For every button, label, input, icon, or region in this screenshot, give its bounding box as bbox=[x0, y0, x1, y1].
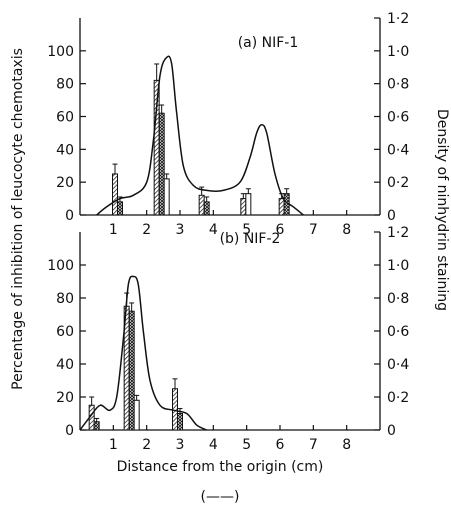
legend-line-symbol: (——) bbox=[201, 489, 240, 505]
right-tick-label: 0·8 bbox=[387, 291, 409, 307]
x-tick-label: 7 bbox=[309, 437, 318, 453]
panel-title: (b) NIF-2 bbox=[220, 231, 281, 247]
density-curve bbox=[96, 55, 304, 216]
right-tick-label: 0·2 bbox=[387, 175, 409, 191]
right-tick-label: 0·2 bbox=[387, 390, 409, 406]
bar bbox=[203, 201, 210, 216]
x-tick-label: 5 bbox=[242, 222, 251, 238]
x-tick-label: 5 bbox=[242, 437, 251, 453]
bar bbox=[163, 178, 170, 216]
left-tick-label: 80 bbox=[56, 291, 74, 307]
x-tick-label: 4 bbox=[209, 222, 218, 238]
left-tick-label: 80 bbox=[56, 77, 74, 93]
right-tick-label: 0·8 bbox=[387, 77, 409, 93]
left-tick-label: 20 bbox=[56, 390, 74, 406]
x-tick-label: 8 bbox=[342, 222, 351, 238]
x-tick-label: 1 bbox=[109, 222, 118, 238]
x-tick-label: 3 bbox=[176, 437, 185, 453]
right-tick-label: 1·0 bbox=[387, 44, 409, 60]
left-tick-label: 40 bbox=[56, 357, 74, 373]
panel-b: 0 20 40 60 80 100 0 0·2 0·4 0·6 0·8 1·0 1·2 1 2 3 4 5 6 7 8 (… bbox=[47, 225, 409, 453]
x-tick-label: 3 bbox=[176, 222, 185, 238]
x-axis-label: Distance from the origin (cm) bbox=[117, 459, 324, 475]
bar bbox=[278, 198, 285, 216]
right-tick-label: 0·6 bbox=[387, 324, 409, 340]
right-tick-label: 1·0 bbox=[387, 258, 409, 274]
bar bbox=[117, 201, 123, 216]
left-tick-label: 60 bbox=[56, 324, 74, 340]
x-tick-label: 6 bbox=[276, 437, 285, 453]
bar bbox=[93, 421, 100, 431]
right-axis-label: Density of ninhydrin staining bbox=[434, 109, 450, 311]
x-tick-label: 6 bbox=[276, 222, 285, 238]
bar bbox=[133, 399, 140, 431]
left-axis-label: Percentage of inhibition of leucocyte ch… bbox=[10, 48, 26, 390]
left-tick-label: 20 bbox=[56, 175, 74, 191]
right-tick-label: 0 bbox=[387, 423, 396, 439]
left-tick-label: 40 bbox=[56, 142, 74, 158]
x-tick-label: 2 bbox=[142, 222, 151, 238]
left-tick-label: 100 bbox=[47, 258, 74, 274]
right-tick-label: 1·2 bbox=[387, 225, 409, 241]
x-tick-label: 7 bbox=[309, 222, 318, 238]
bar bbox=[198, 194, 205, 216]
bar bbox=[158, 112, 165, 216]
right-tick-label: 0·4 bbox=[387, 357, 409, 373]
left-tick-label: 100 bbox=[47, 44, 74, 60]
left-tick-label: 0 bbox=[65, 423, 74, 439]
right-tick-label: 0·6 bbox=[387, 110, 409, 126]
panel-a: 0 20 40 60 80 100 0 0·2 0·4 0·6 0·8 1·0 1·2 1 2 3 4 5 6 7 8 (… bbox=[47, 11, 409, 238]
bar bbox=[112, 173, 118, 216]
right-tick-label: 0 bbox=[387, 208, 396, 224]
bar bbox=[177, 413, 183, 431]
x-tick-label: 8 bbox=[342, 437, 351, 453]
left-tick-label: 0 bbox=[65, 208, 74, 224]
right-tick-label: 0·4 bbox=[387, 142, 409, 158]
right-tick-label: 1·2 bbox=[387, 11, 409, 27]
bar bbox=[245, 193, 252, 216]
bar bbox=[172, 388, 178, 431]
left-tick-label: 60 bbox=[56, 110, 74, 126]
x-tick-label: 2 bbox=[142, 437, 151, 453]
bar bbox=[240, 198, 247, 216]
x-tick-label: 4 bbox=[209, 437, 218, 453]
x-tick-label: 1 bbox=[109, 437, 118, 453]
density-curve bbox=[79, 275, 208, 431]
bar bbox=[128, 310, 135, 431]
panel-title: (a) NIF-1 bbox=[238, 35, 299, 51]
